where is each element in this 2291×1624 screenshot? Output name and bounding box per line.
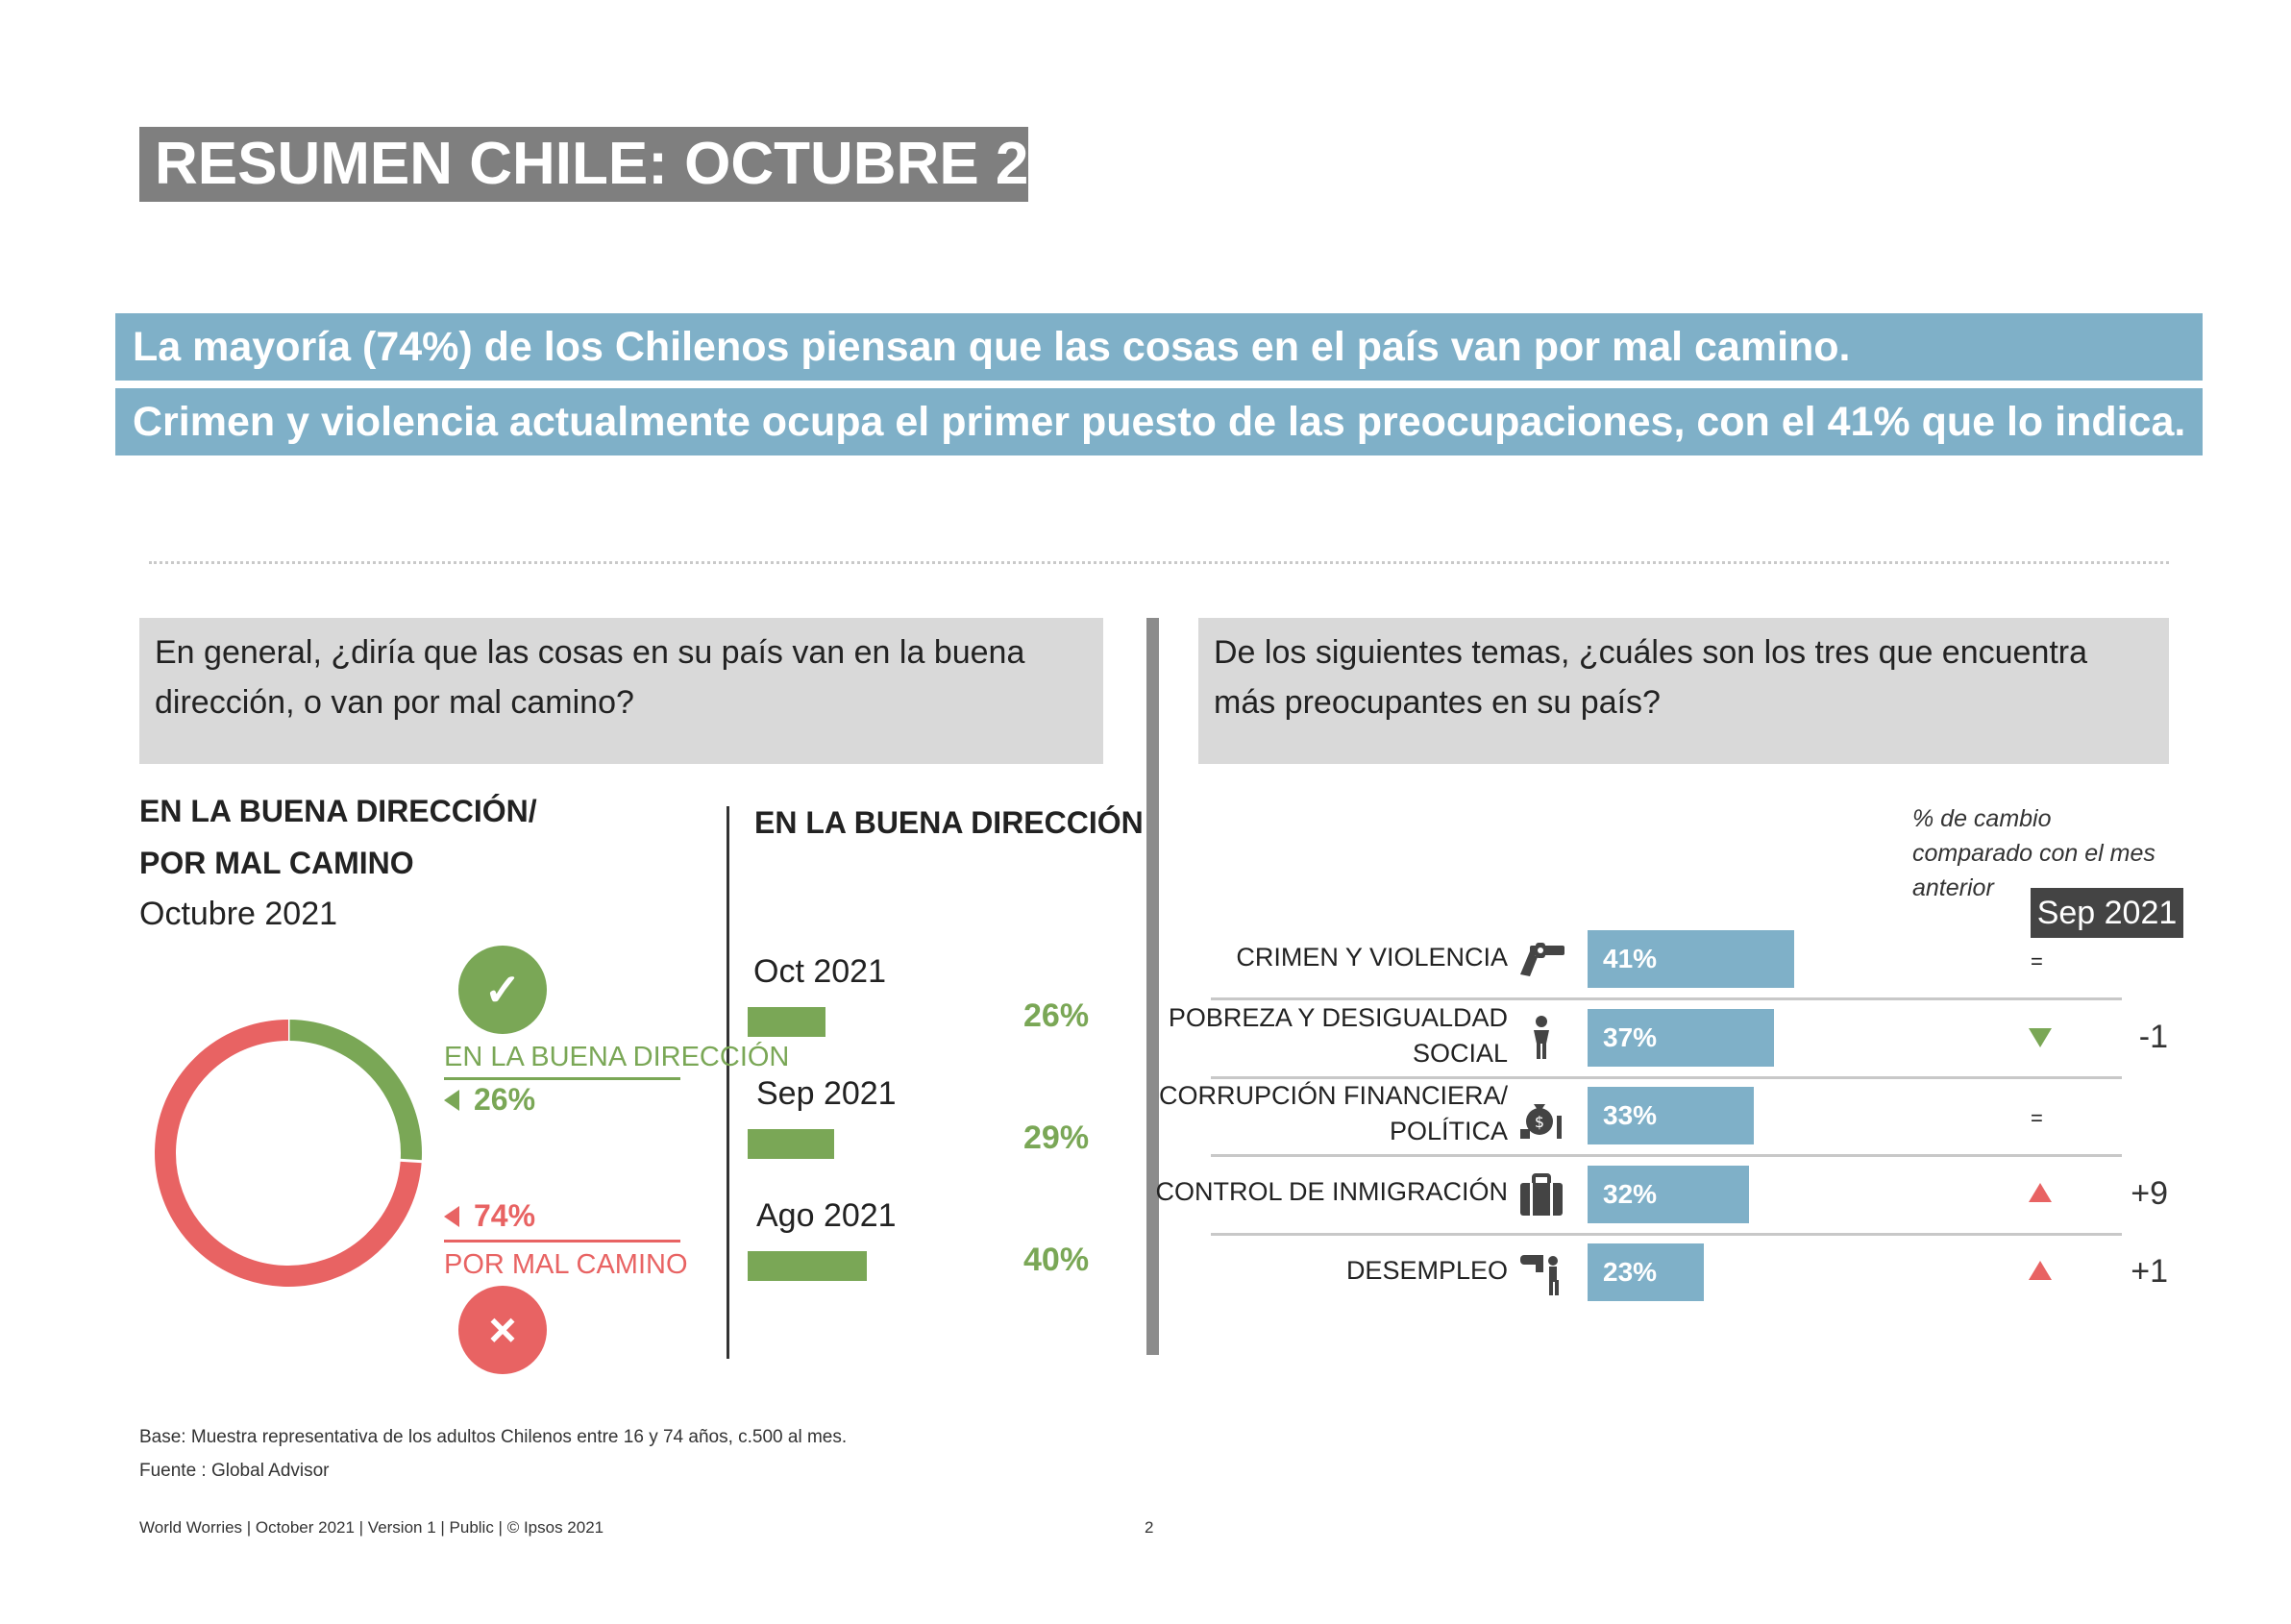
worry-label: CORRUPCIÓN FINANCIERA/POLÍTICA — [1159, 1078, 1508, 1149]
wrong-track-underline — [444, 1240, 680, 1243]
change-up-icon — [2029, 1182, 2052, 1202]
change-value: +1 — [2131, 1253, 2168, 1290]
trend-divider-line — [727, 806, 729, 1359]
pointing-hand-icon — [1516, 1247, 1566, 1297]
change-value: +9 — [2131, 1174, 2168, 1212]
trend-month-label: Sep 2021 — [756, 1075, 897, 1112]
worry-bar: 41% — [1588, 930, 1795, 988]
check-icon: ✓ — [458, 946, 547, 1034]
worry-row-separator — [1211, 997, 2122, 1000]
suitcase-icon — [1516, 1169, 1566, 1219]
headline-banner-1: La mayoría (74%) de los Chilenos piensan… — [115, 313, 2203, 381]
change-down-icon — [2029, 1027, 2052, 1047]
worry-label: CONTROL DE INMIGRACIÓN — [1155, 1174, 1508, 1210]
left-question: En general, ¿diría que las cosas en su p… — [139, 618, 1103, 764]
wrong-track-pointer-icon — [444, 1206, 459, 1227]
trend-bar-chart: Oct 2021 26% Sep 2021 29% Ago 2021 40% — [745, 951, 1129, 1297]
footer-source: Fuente : Global Advisor — [139, 1461, 330, 1481]
donut-slice-wrong-track — [155, 1020, 422, 1287]
change-note-line3: anterior — [1912, 874, 1994, 901]
trend-value-label: 26% — [1023, 997, 1090, 1034]
right-question: De los siguientes temas, ¿cuáles son los… — [1198, 618, 2169, 764]
worry-label-line: CONTROL DE INMIGRACIÓN — [1155, 1177, 1508, 1206]
change-up-icon — [2029, 1261, 2052, 1280]
trend-bar — [748, 1251, 867, 1281]
right-direction-pointer-icon — [444, 1090, 459, 1111]
worry-label-line: SOCIAL — [1412, 1038, 1508, 1068]
dotted-separator — [149, 561, 2169, 564]
worry-row-separator — [1211, 1075, 2122, 1079]
footer-base-note: Base: Muestra representativa de los adul… — [139, 1427, 848, 1447]
page-number: 2 — [1145, 1518, 1154, 1537]
gun-icon — [1516, 934, 1566, 984]
worry-label: CRIMEN Y VIOLENCIA — [1236, 940, 1508, 975]
page-title: RESUMEN CHILE: OCTUBRE 2021 — [139, 127, 1128, 202]
worry-bar: 32% — [1588, 1165, 1749, 1223]
right-direction-label: EN LA BUENA DIRECCIÓN — [444, 1042, 790, 1072]
trend-month-label: Oct 2021 — [753, 953, 886, 990]
donut-heading-line2: POR MAL CAMINO — [139, 846, 414, 880]
change-note-line2: comparado con el mes — [1912, 840, 2156, 867]
right-direction-value: 26% — [474, 1082, 536, 1117]
worry-label-line: DESEMPLEO — [1345, 1255, 1508, 1285]
compare-period-badge: Sep 2021 — [2031, 888, 2183, 938]
change-value: -1 — [2138, 1018, 2168, 1055]
worry-label: POBREZA Y DESIGUALDAD SOCIAL — [1169, 1000, 1508, 1071]
trend-value-label: 29% — [1023, 1120, 1090, 1156]
wrong-track-label: POR MAL CAMINO — [444, 1249, 688, 1280]
worry-row-separator — [1211, 1154, 2122, 1157]
worry-label-line: POLÍTICA — [1389, 1117, 1508, 1145]
trend-heading: EN LA BUENA DIRECCIÓN — [754, 805, 1144, 840]
worry-label: DESEMPLEO — [1346, 1253, 1508, 1289]
change-same-icon: = — [2031, 1106, 2043, 1130]
donut-slice-right-direction — [287, 1020, 422, 1162]
worry-bar: 37% — [1588, 1008, 1775, 1067]
worry-row-separator — [1211, 1232, 2122, 1236]
person-icon — [1516, 1013, 1566, 1063]
headline-banner-2: Crimen y violencia actualmente ocupa el … — [115, 388, 2203, 455]
change-same-icon: = — [2031, 949, 2043, 973]
donut-slice-gap — [397, 1158, 425, 1164]
worry-label-line: CORRUPCIÓN FINANCIERA/ — [1158, 1081, 1508, 1110]
worry-bar: 23% — [1588, 1243, 1704, 1301]
direction-donut-chart — [155, 1017, 425, 1287]
worry-bar: 33% — [1588, 1087, 1755, 1144]
cross-icon: × — [458, 1286, 547, 1374]
trend-bar — [748, 1007, 825, 1037]
trend-month-label: Ago 2021 — [756, 1197, 897, 1234]
trend-bar — [748, 1129, 834, 1159]
money-bag-icon: $ — [1516, 1091, 1566, 1141]
trend-value-label: 40% — [1023, 1242, 1090, 1278]
column-divider — [1146, 618, 1159, 1355]
worry-label-line: CRIMEN Y VIOLENCIA — [1236, 942, 1508, 972]
change-note: % de cambio comparado con el mes anterio… — [1912, 801, 2156, 905]
right-direction-underline — [444, 1077, 680, 1080]
footer-meta: World Worries | October 2021 | Version 1… — [139, 1518, 604, 1537]
donut-period: Octubre 2021 — [139, 896, 338, 932]
svg-text:$: $ — [1535, 1113, 1544, 1131]
donut-heading-line1: EN LA BUENA DIRECCIÓN/ — [139, 794, 537, 828]
wrong-track-value: 74% — [474, 1198, 536, 1233]
change-note-line1: % de cambio — [1912, 805, 2052, 832]
worry-label-line: POBREZA Y DESIGUALDAD — [1168, 1002, 1508, 1032]
